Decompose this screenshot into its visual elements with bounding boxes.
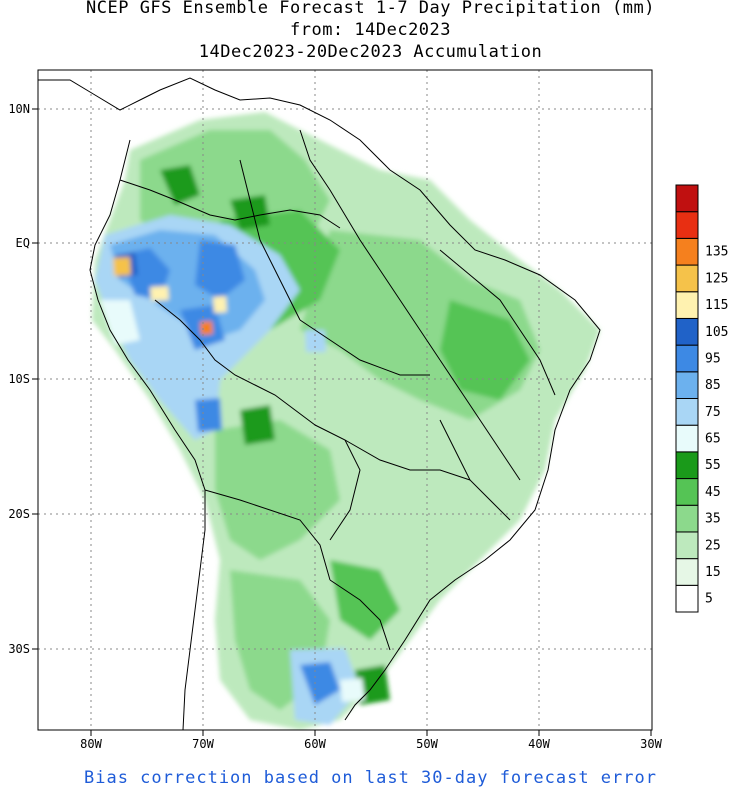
legend-swatch	[675, 371, 699, 399]
legend-swatch	[675, 211, 699, 239]
lon-label: 70W	[192, 737, 214, 751]
lon-label: 50W	[416, 737, 438, 751]
map-border	[37, 69, 653, 731]
lon-label: 80W	[80, 737, 102, 751]
lat-label: 20S	[8, 507, 30, 521]
lat-label: EQ	[16, 236, 30, 250]
legend-label: 35	[705, 512, 721, 527]
legend-label: 55	[705, 458, 721, 473]
graticule	[38, 70, 652, 730]
legend-swatch	[675, 184, 699, 213]
legend-label: 115	[705, 298, 728, 313]
legend-swatch	[675, 531, 699, 560]
legend-swatch	[675, 291, 699, 319]
legend-swatch	[675, 317, 699, 346]
legend-label: 5	[705, 592, 713, 607]
legend-label: 65	[705, 432, 721, 447]
legend-swatch	[675, 237, 699, 266]
bias-correction-note: Bias correction based on last 30-day for…	[84, 768, 657, 788]
color-legend: 5 15 25 35 45 55 65 75 85 95 105 115 125 135	[675, 184, 728, 613]
legend-label: 45	[705, 485, 721, 500]
legend-label: 85	[705, 378, 721, 393]
lat-label: 30S	[8, 642, 30, 656]
legend-swatch	[675, 451, 699, 480]
lon-label: 30W	[640, 737, 662, 751]
legend-label: 15	[705, 565, 721, 580]
accumulation-period: 14Dec2023-20Dec2023 Accumulation	[198, 42, 543, 62]
legend-swatch	[675, 264, 699, 293]
lat-label: 10S	[8, 372, 30, 386]
legend-label: 25	[705, 538, 721, 553]
legend-swatch	[675, 424, 699, 453]
legend-label: 105	[705, 325, 728, 340]
legend-swatch	[675, 558, 699, 586]
legend-label: 125	[705, 271, 728, 286]
legend-label: 95	[705, 351, 721, 366]
legend-label: 75	[705, 405, 721, 420]
lon-label: 60W	[304, 737, 326, 751]
chart-title: NCEP GFS Ensemble Forecast 1-7 Day Preci…	[86, 0, 655, 18]
legend-swatch	[675, 584, 699, 613]
country-borders	[38, 77, 601, 730]
lat-label: 10N	[8, 102, 30, 116]
lon-label: 40W	[528, 737, 550, 751]
legend-label: 135	[705, 245, 728, 260]
axis-ticks	[32, 108, 652, 736]
legend-swatch	[675, 504, 699, 533]
legend-swatch	[675, 344, 699, 373]
legend-swatch	[675, 478, 699, 506]
legend-swatch	[675, 398, 699, 426]
precip-field	[92, 112, 600, 730]
forecast-date: from: 14Dec2023	[289, 20, 452, 40]
